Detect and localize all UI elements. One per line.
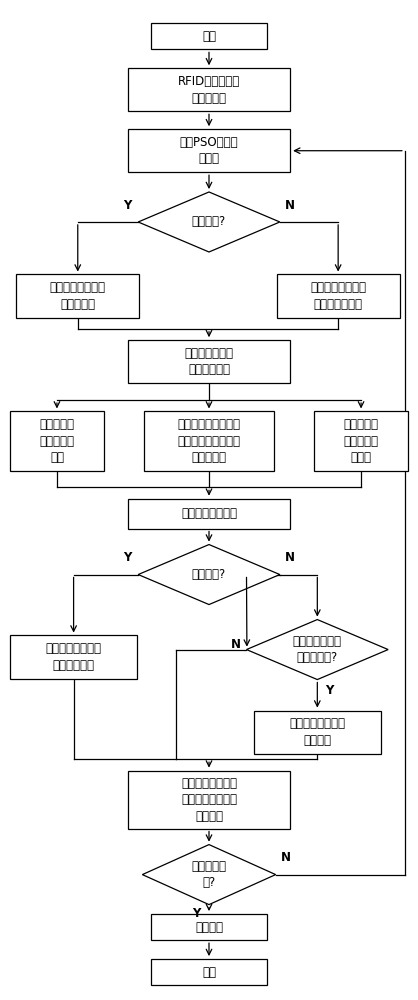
Bar (150, 959, 268, 985)
Polygon shape (143, 845, 275, 905)
Text: N: N (281, 851, 291, 864)
Text: 按迭代公式更新粒
子的位置和速度: 按迭代公式更新粒 子的位置和速度 (310, 281, 366, 311)
Text: 用概率感知
模型计算覆
盖率: 用概率感知 模型计算覆 盖率 (39, 418, 74, 464)
Text: 是第一代?: 是第一代? (192, 568, 226, 581)
Text: 开始: 开始 (202, 30, 216, 43)
Text: 将种群最优的个体
历史最优作为种群
历史最优: 将种群最优的个体 历史最优作为种群 历史最优 (181, 777, 237, 823)
Text: 鲁棒PSO算法参
数设置: 鲁棒PSO算法参 数设置 (180, 136, 238, 165)
Text: N: N (285, 551, 295, 564)
Text: 评价粒子的适应度: 评价粒子的适应度 (181, 507, 237, 520)
Text: Y: Y (124, 551, 132, 564)
Text: 基于阅读器
使用数量计
算成本: 基于阅读器 使用数量计 算成本 (344, 418, 379, 464)
Text: Y: Y (192, 907, 201, 920)
Text: 初始化每个粒子的
位置和速度: 初始化每个粒子的 位置和速度 (50, 281, 106, 311)
Text: N: N (231, 638, 241, 651)
Text: 输出结果: 输出结果 (195, 921, 223, 934)
Bar (128, 499, 290, 529)
Polygon shape (138, 192, 280, 252)
Text: 满足终止条
件?: 满足终止条 件? (191, 860, 227, 889)
Bar (16, 274, 139, 318)
Text: 将粒子作为其个体
历史最优: 将粒子作为其个体 历史最优 (289, 717, 345, 747)
Bar (128, 68, 290, 111)
Text: RFID网络优化模
型参数设置: RFID网络优化模 型参数设置 (178, 75, 240, 105)
Text: 是第一代?: 是第一代? (192, 215, 226, 228)
Bar (128, 771, 290, 829)
Bar (10, 411, 104, 471)
Bar (150, 23, 268, 49)
Bar (128, 340, 290, 383)
Text: 阅读器位置的可
行域约束处理: 阅读器位置的可 行域约束处理 (184, 347, 234, 376)
Text: 基于蒙特卡洛采样方
法的鲁棒优化方法计
算冲突程度: 基于蒙特卡洛采样方 法的鲁棒优化方法计 算冲突程度 (178, 418, 240, 464)
Text: 将每个粒子作为其
个体历史最优: 将每个粒子作为其 个体历史最优 (46, 642, 102, 672)
Polygon shape (247, 620, 388, 680)
Bar (128, 129, 290, 172)
Text: Y: Y (124, 199, 132, 212)
Text: 结束: 结束 (202, 966, 216, 979)
Text: Y: Y (326, 684, 334, 697)
Text: 粒子比其个体历
史最优更优?: 粒子比其个体历 史最优更优? (293, 635, 342, 664)
Bar (277, 274, 400, 318)
Bar (10, 635, 137, 679)
Bar (145, 411, 273, 471)
Bar (150, 914, 268, 940)
Bar (314, 411, 408, 471)
Text: N: N (285, 199, 295, 212)
Bar (254, 711, 381, 754)
Polygon shape (138, 545, 280, 605)
